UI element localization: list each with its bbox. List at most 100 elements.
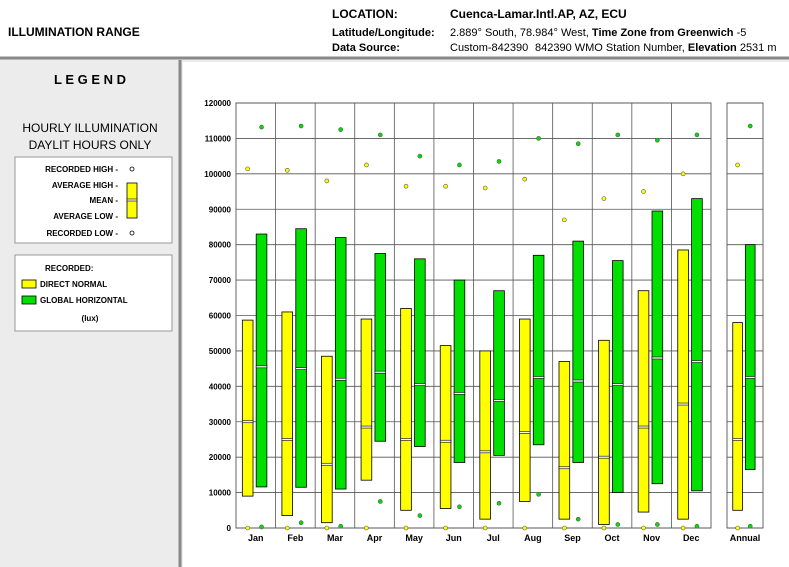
recorded-high (259, 124, 264, 130)
mean-mark (532, 376, 545, 379)
recorded-high (694, 132, 700, 138)
recorded-low (298, 520, 304, 525)
x-tick-label: Sep (564, 533, 581, 543)
latlon-label: Latitude/Longitude: (332, 27, 435, 39)
range-box (241, 319, 254, 497)
legend-dot (129, 166, 135, 172)
recorded-high (457, 162, 462, 168)
range-box (744, 244, 756, 470)
mean-mark (745, 376, 756, 379)
recorded-high (641, 189, 646, 194)
y-tick-label: 110000 (205, 134, 232, 143)
recorded-low (259, 524, 264, 530)
legend-label: RECORDED HIGH - (45, 165, 118, 174)
station-line: 842390 WMO Station Number, Elevation 253… (535, 42, 777, 54)
legend-label: AVERAGE LOW - (53, 212, 118, 221)
legend-label: RECORDED: (45, 264, 93, 273)
y-tick-label: 60000 (209, 312, 232, 321)
range-box (439, 345, 452, 509)
recorded-low (338, 523, 343, 529)
recorded-high (364, 162, 369, 168)
recorded-high (443, 183, 448, 189)
y-tick-label: 120000 (204, 99, 231, 108)
x-tick-label: Dec (683, 533, 700, 543)
recorded-high (338, 127, 343, 132)
recorded-low (615, 522, 621, 527)
y-tick-label: 90000 (209, 205, 232, 214)
recorded-low (245, 525, 250, 531)
recorded-high (417, 153, 423, 159)
legend-subtitle: DAYLIT HOURS ONLY (29, 138, 152, 152)
recorded-high (680, 171, 686, 177)
x-tick-label: Annual (730, 533, 761, 543)
range-box (281, 311, 294, 517)
recorded-high (601, 196, 607, 201)
mean-mark (453, 392, 466, 395)
mean-mark (677, 402, 689, 406)
range-box (558, 361, 571, 520)
mean-mark (360, 425, 373, 429)
x-tick-label: Feb (287, 533, 304, 543)
recorded-low (575, 516, 581, 522)
legend-mean-symbol (126, 198, 138, 202)
x-tick-label: Jun (446, 533, 462, 543)
legend-label: AVERAGE HIGH - (52, 181, 118, 190)
latlon-line: 2.889° South, 78.984° West, Time Zone fr… (450, 27, 746, 39)
recorded-low (457, 504, 462, 510)
legend-title: L E G E N D (54, 72, 126, 87)
range-box (453, 279, 466, 463)
range-box (637, 290, 650, 513)
x-tick-label: Jan (248, 533, 264, 543)
range-box (677, 249, 689, 520)
legend-label: MEAN - (90, 196, 119, 205)
legend-dot (129, 230, 135, 236)
recorded-low (377, 499, 383, 504)
y-tick-label: 20000 (209, 453, 232, 462)
x-tick-label: Oct (605, 533, 620, 543)
legend-swatch (21, 295, 37, 305)
recorded-low (562, 525, 567, 531)
recorded-low (694, 523, 700, 529)
recorded-low (536, 492, 541, 497)
mean-mark (414, 383, 426, 386)
range-box (321, 355, 333, 524)
legend-box (14, 254, 173, 332)
y-tick-label: 100000 (204, 170, 231, 179)
page-title: ILLUMINATION RANGE (8, 25, 140, 39)
recorded-low (443, 525, 448, 531)
mean-mark (558, 466, 570, 470)
legend-swatch (21, 279, 37, 289)
range-box (255, 233, 268, 488)
range-box (295, 228, 307, 488)
y-tick-label: 10000 (209, 489, 232, 498)
recorded-high (747, 123, 753, 129)
mean-mark (295, 367, 307, 370)
mean-mark (572, 379, 584, 383)
range-box (612, 260, 624, 493)
recorded-high (284, 167, 290, 173)
recorded-high (575, 141, 581, 147)
legend-entry: DIRECT NORMAL (40, 280, 107, 289)
recorded-low (364, 525, 369, 531)
recorded-low (482, 525, 488, 531)
range-box (572, 240, 584, 463)
location: Cuenca-Lamar.Intl.AP, AZ, ECU (450, 7, 627, 21)
x-tick-label: Mar (327, 533, 344, 543)
recorded-low (747, 523, 753, 529)
mean-mark (255, 365, 268, 369)
recorded-high (482, 185, 488, 191)
mean-mark (479, 450, 491, 454)
y-tick-label: 0 (227, 524, 232, 533)
recorded-low (417, 513, 423, 518)
mean-mark (651, 356, 664, 360)
recorded-low (680, 525, 686, 531)
mean-mark (400, 438, 412, 441)
mean-mark (321, 462, 333, 466)
legend-label: RECORDED LOW - (46, 229, 118, 238)
x-tick-label: May (405, 533, 423, 543)
recorded-high (562, 217, 567, 223)
range-box (532, 254, 545, 446)
mean-mark (598, 455, 610, 459)
y-tick-label: 40000 (209, 382, 232, 391)
